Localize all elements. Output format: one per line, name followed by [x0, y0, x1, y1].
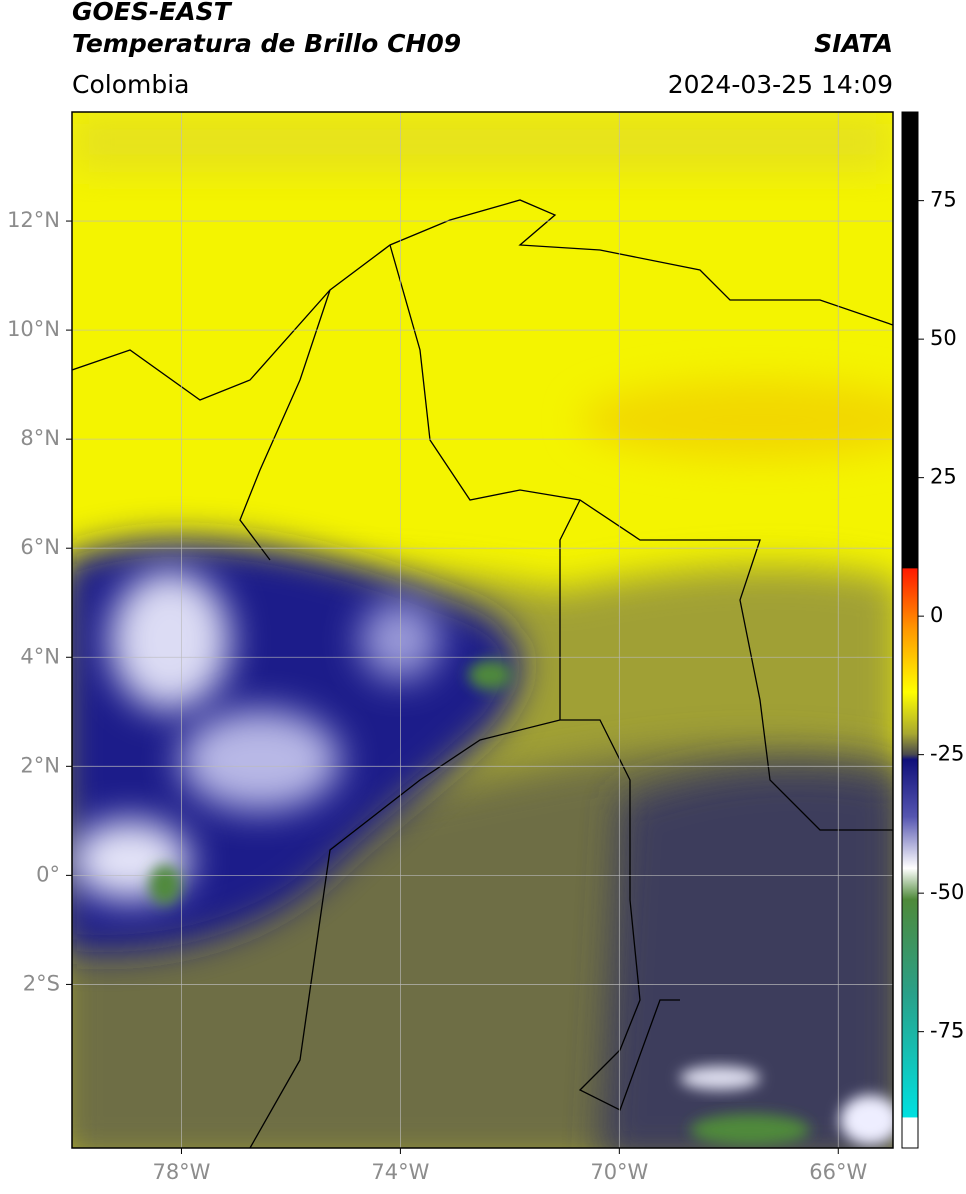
- lat-label: 2°N: [20, 753, 60, 777]
- datetime-label: 2024-03-25 14:09: [668, 70, 893, 99]
- source-label: SIATA: [814, 29, 893, 58]
- lat-label: 6°N: [20, 535, 60, 559]
- lat-label: 0°: [36, 862, 60, 886]
- colorbar-label: -25: [930, 742, 964, 766]
- satellite-image: [72, 112, 893, 1148]
- colorbar-label: 50: [930, 326, 957, 350]
- colorbar-label: -50: [930, 880, 964, 904]
- satellite-title: GOES-EAST: [72, 0, 233, 26]
- lon-label: 66°W: [809, 1160, 867, 1184]
- lon-label: 74°W: [371, 1160, 429, 1184]
- product-title: Temperatura de Brillo CH09: [72, 29, 461, 58]
- lat-label: 12°N: [7, 208, 60, 232]
- lon-label: 70°W: [590, 1160, 648, 1184]
- map-frame: [71, 111, 894, 1149]
- lat-label: 10°N: [7, 317, 60, 341]
- region-label: Colombia: [72, 70, 189, 99]
- lon-label: 78°W: [152, 1160, 210, 1184]
- graticule: [72, 112, 893, 1148]
- lat-label: 4°N: [20, 644, 60, 668]
- colorbar: [901, 111, 919, 1149]
- colorbar-label: 25: [930, 465, 957, 489]
- lat-label: 8°N: [20, 426, 60, 450]
- colorbar-label: 0: [930, 603, 943, 627]
- lat-label: 2°S: [23, 971, 60, 995]
- colorbar-label: -75: [930, 1019, 964, 1043]
- colorbar-label: 75: [930, 188, 957, 212]
